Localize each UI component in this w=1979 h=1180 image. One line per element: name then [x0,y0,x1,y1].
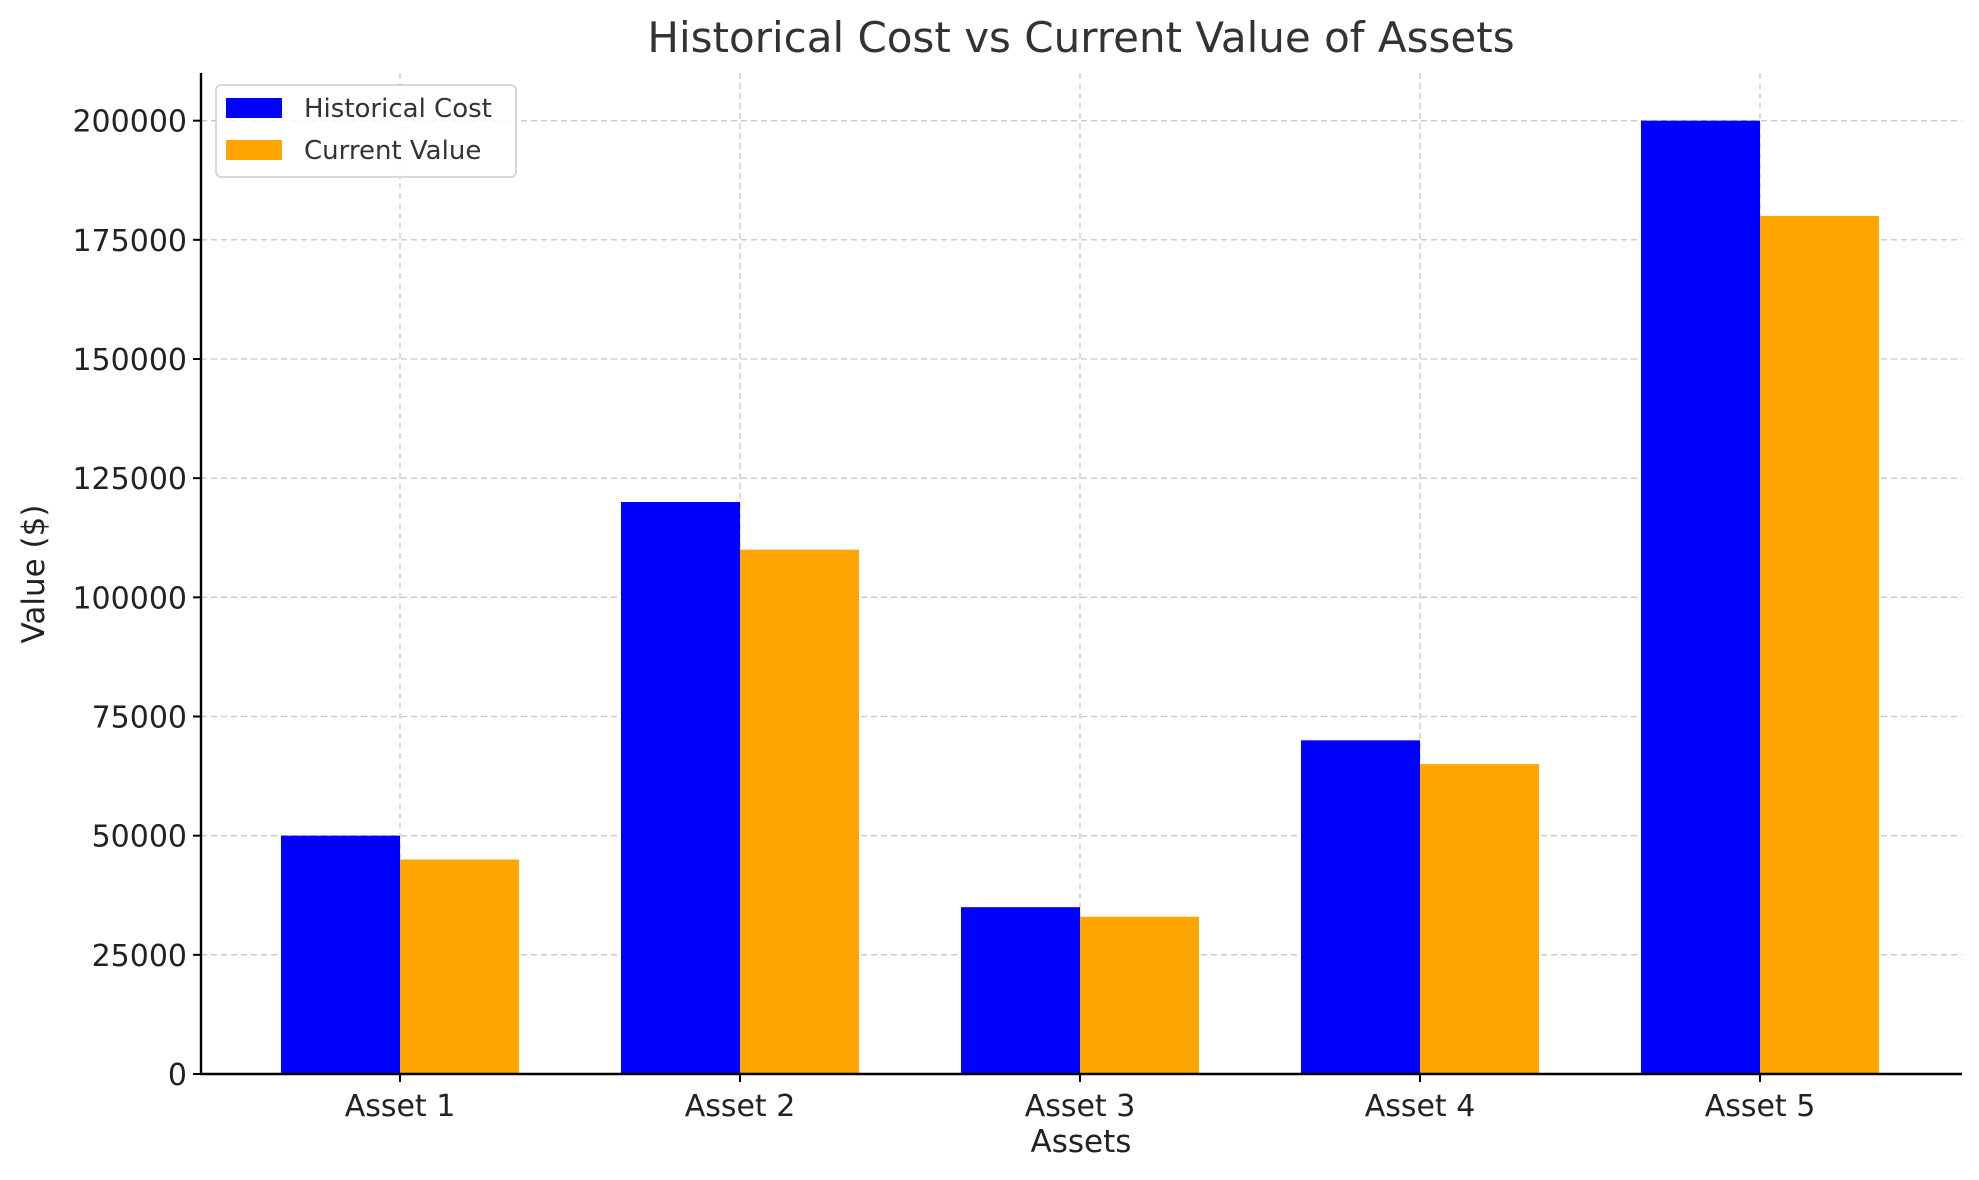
y-ticks: 0 25000 50000 75000 100000 125000 150000 175000… [72,105,201,1093]
bar-historical-cost-1 [281,835,400,1074]
legend-box [215,84,517,178]
bar-current-value-5 [1760,216,1879,1074]
y-tick-label: 25000 [92,939,187,974]
legend-swatch-historical-cost [226,98,282,118]
y-tick-label: 125000 [72,462,187,497]
y-axis-label: Value ($) [16,505,52,644]
bar-historical-cost-3 [961,907,1080,1074]
x-tick-label: Asset 4 [1365,1089,1476,1124]
bar-historical-cost-5 [1641,120,1760,1074]
y-tick-label: 0 [168,1058,187,1093]
legend-label-current-value: Current Value [304,136,481,166]
bar-current-value-4 [1420,764,1539,1074]
chart-title: Historical Cost vs Current Value of Asse… [647,13,1514,62]
x-ticks: Asset 1 Asset 2 Asset 3 Asset 4 Asset 5 [345,1074,1816,1124]
x-tick-label: Asset 2 [685,1089,796,1124]
y-tick-label: 200000 [72,105,187,140]
legend: Historical Cost Current Value [215,84,517,178]
y-tick-label: 100000 [72,581,187,616]
bar-historical-cost-4 [1301,740,1420,1074]
bar-current-value-1 [400,859,519,1074]
y-tick-label: 50000 [92,820,187,855]
y-tick-label: 75000 [92,701,187,736]
x-tick-label: Asset 1 [345,1089,456,1124]
bar-current-value-2 [740,549,859,1074]
bar-historical-cost-2 [621,502,740,1074]
x-tick-label: Asset 5 [1705,1089,1816,1124]
legend-swatch-current-value [226,140,282,160]
legend-label-historical-cost: Historical Cost [304,94,492,124]
x-axis-label: Assets [1031,1124,1132,1160]
y-tick-label: 150000 [72,343,187,378]
bar-current-value-3 [1080,916,1199,1074]
bars [281,120,1879,1074]
x-tick-label: Asset 3 [1025,1089,1136,1124]
y-tick-label: 175000 [72,224,187,259]
